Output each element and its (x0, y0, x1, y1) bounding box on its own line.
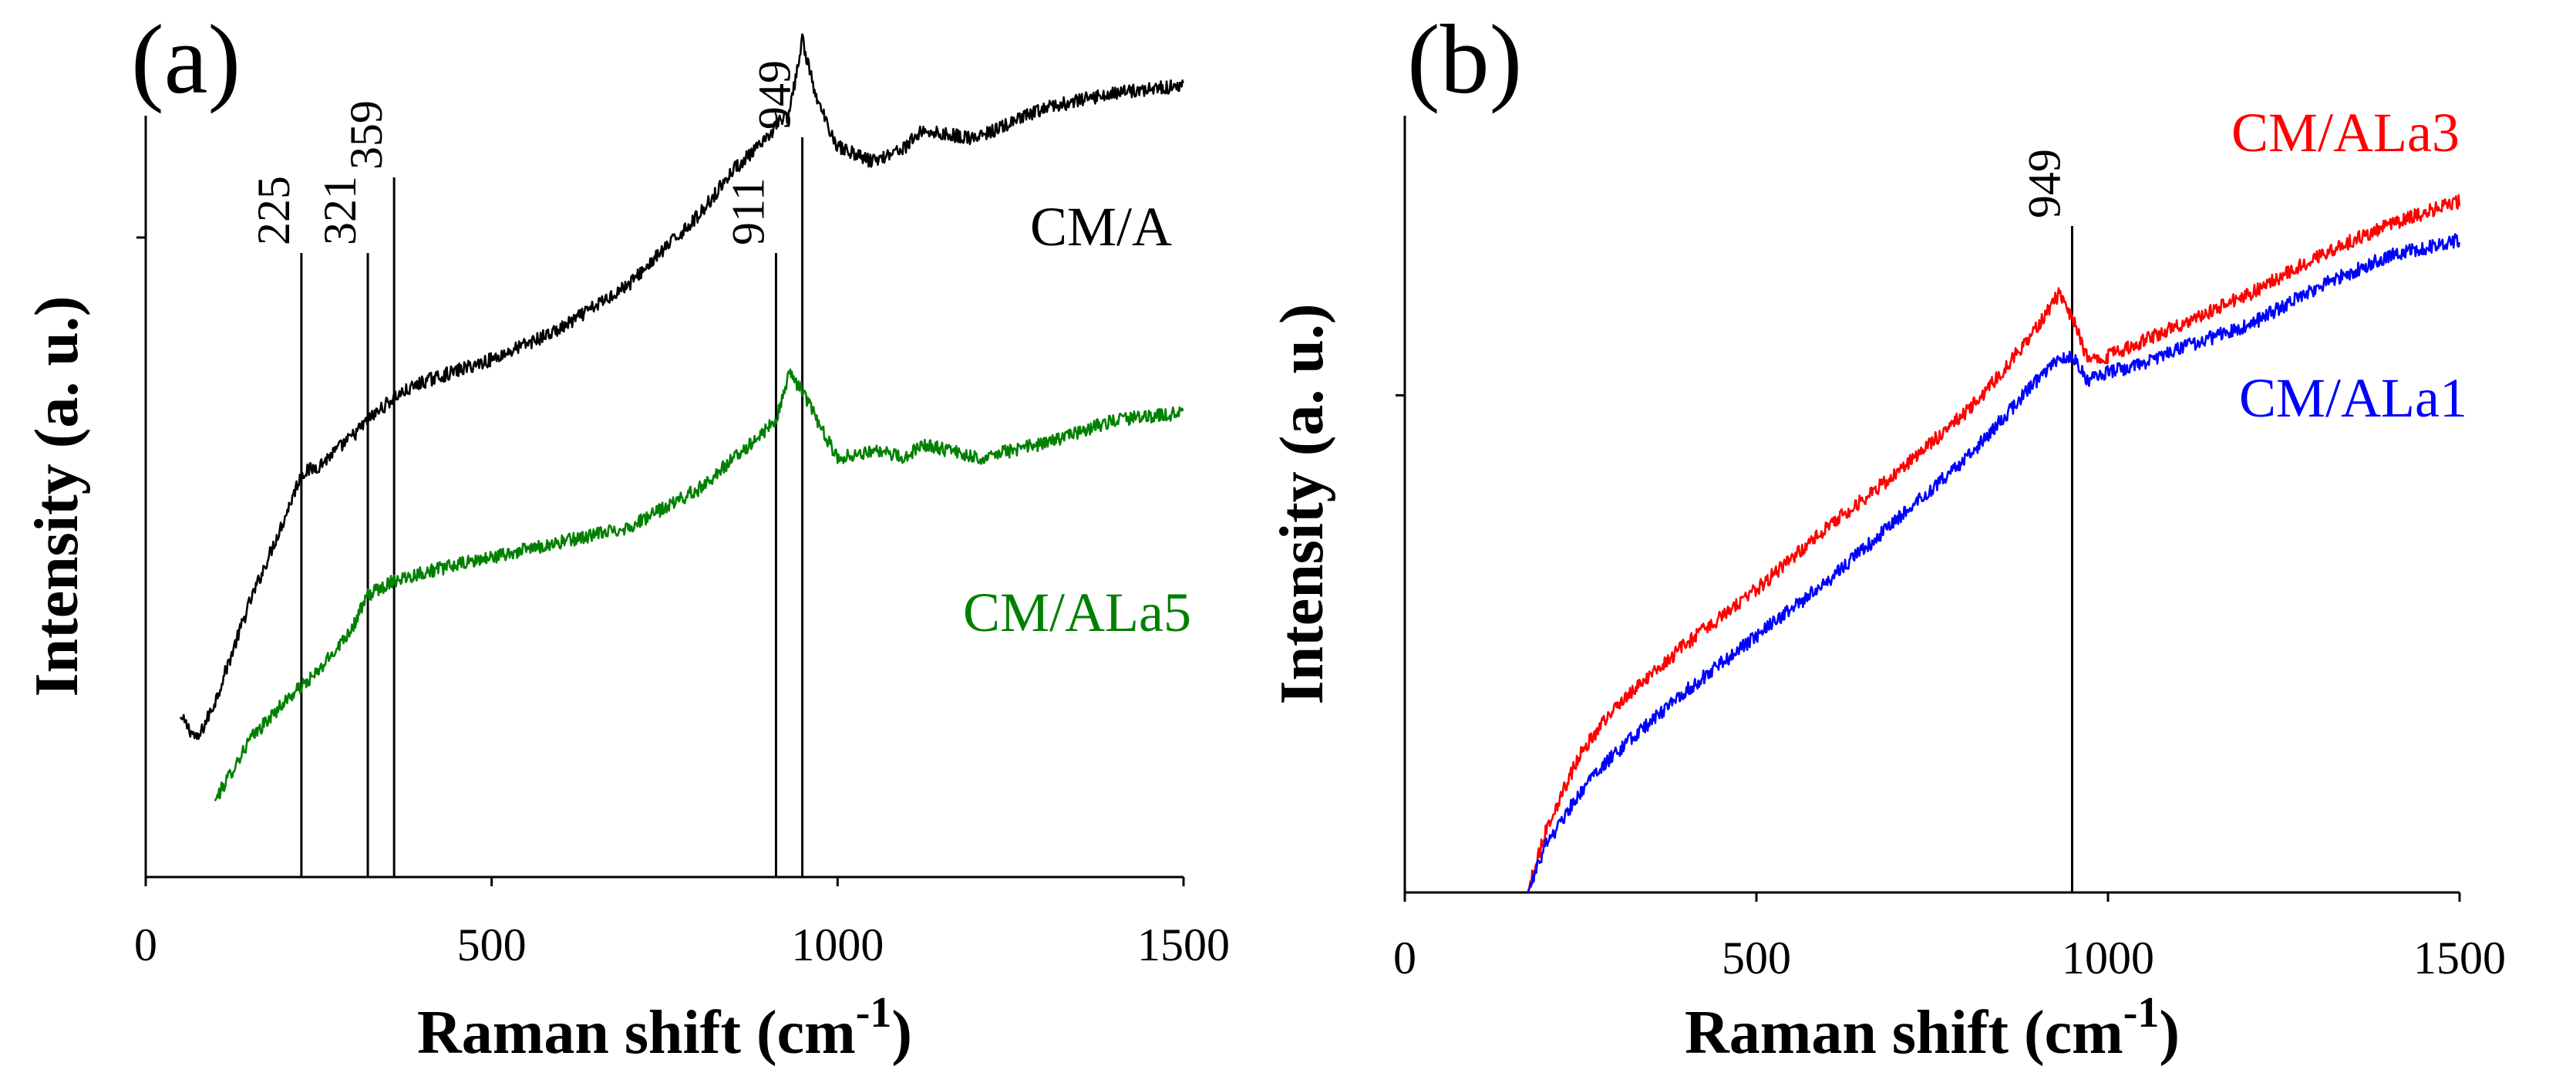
panel-a-label: (a) (131, 5, 241, 114)
panel-a-x-tick-label: 0 (134, 919, 157, 970)
panel-a-legend-cm-a: CM/A (1030, 196, 1172, 258)
panel-b-label: (b) (1407, 5, 1522, 114)
panel-b-series-cm-ala3 (1527, 194, 2461, 893)
panel-b-x-axis-title: Raman shift (cm-1) (1685, 989, 2180, 1067)
panel-a-peak-label-359: 359 (341, 100, 392, 170)
panel-b-x-tick-label: 1000 (2062, 933, 2154, 983)
panel-a-x-tick-label: 1000 (791, 919, 884, 970)
panel-b-y-axis-title: Intensity (a. u.) (1268, 303, 1336, 704)
panel-a-y-axis-title: Intensity (a. u.) (23, 295, 91, 697)
panel-b-x-tick-label: 1500 (2413, 933, 2506, 983)
panel-a-peak-label-225: 225 (248, 176, 299, 245)
panel-a-x-tick-label: 500 (457, 919, 527, 970)
panel-b-x-tick-label: 0 (1393, 933, 1416, 983)
panel-b-peak-label-949: 949 (2019, 149, 2069, 218)
panel-a-legend-cm-ala5: CM/ALa5 (963, 582, 1191, 643)
panel-b-x-tick-label: 500 (1722, 933, 1791, 983)
panel-b-legend-cm-ala3: CM/ALa3 (2231, 102, 2460, 164)
panel-a-peak-label-321: 321 (315, 176, 365, 245)
panel-b-legend-cm-ala1: CM/ALa1 (2239, 367, 2467, 429)
panel-a-x-tick-label: 1500 (1137, 919, 1230, 970)
panel-a-x-axis-title: Raman shift (cm-1) (417, 989, 912, 1067)
panel-a-series-cm-a (179, 33, 1184, 741)
panel-b-series-cm-ala1 (1527, 233, 2461, 893)
panel-a-peak-label-911: 911 (722, 177, 773, 245)
panel-a-series-cm-ala5 (214, 368, 1184, 801)
